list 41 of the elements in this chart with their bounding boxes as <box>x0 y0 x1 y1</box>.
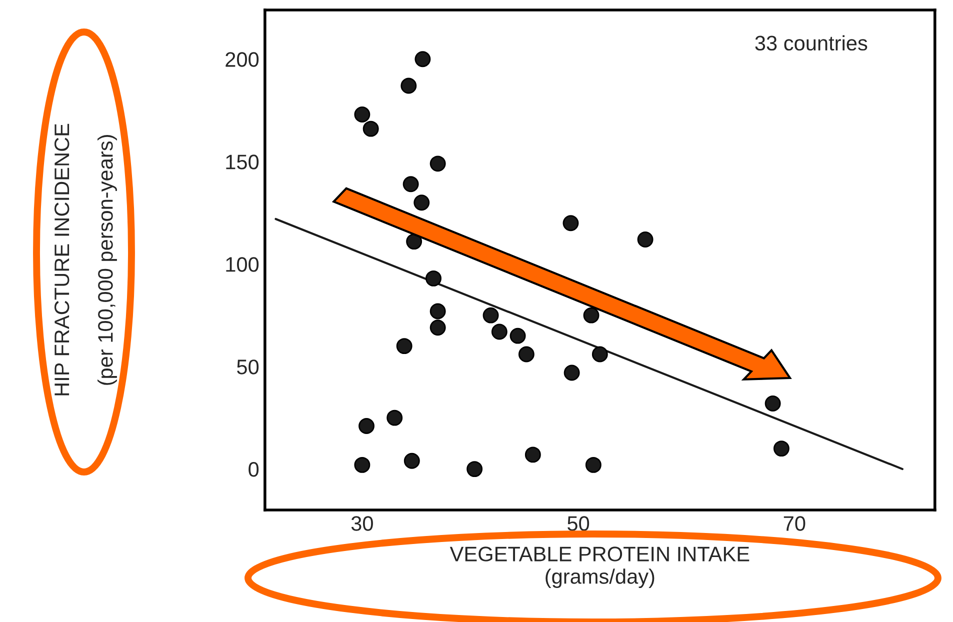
x-axis-title: VEGETABLE PROTEIN INTAKE (grams/day) <box>450 546 750 588</box>
point <box>773 440 790 457</box>
point <box>396 338 412 354</box>
y-tick-label: 50 <box>237 360 259 374</box>
point <box>562 215 579 232</box>
point <box>386 410 403 426</box>
text: HIP FRACTURE INCIDENCE (per 100,000 person-years) <box>54 124 117 396</box>
point <box>518 346 534 362</box>
point <box>414 194 430 211</box>
point <box>583 307 600 324</box>
point <box>430 320 446 336</box>
point <box>354 456 370 473</box>
point <box>400 78 417 94</box>
annotation: 33 countries <box>755 35 868 51</box>
point <box>564 364 580 381</box>
point <box>482 307 499 324</box>
point <box>430 156 446 172</box>
point <box>414 51 431 68</box>
point <box>491 324 508 340</box>
point <box>524 446 541 463</box>
point <box>402 176 419 192</box>
x-tick-label: 30 <box>351 516 373 531</box>
y-tick-label: 0 <box>248 462 259 477</box>
point <box>592 346 608 362</box>
x-tick-label: 70 <box>784 516 806 531</box>
point <box>358 418 374 434</box>
point <box>764 395 781 412</box>
point <box>404 452 420 469</box>
point <box>406 234 422 250</box>
y-tick-label: 200 <box>226 52 259 67</box>
point <box>637 232 654 248</box>
point <box>354 106 370 122</box>
point <box>510 328 526 344</box>
y-tick-label: 150 <box>226 154 259 170</box>
point <box>466 461 483 478</box>
y-tick-label: 100 <box>226 257 259 272</box>
point <box>430 303 446 320</box>
point <box>362 120 379 137</box>
point <box>585 456 602 473</box>
point <box>426 270 442 286</box>
x-tick-label: 50 <box>568 516 590 531</box>
